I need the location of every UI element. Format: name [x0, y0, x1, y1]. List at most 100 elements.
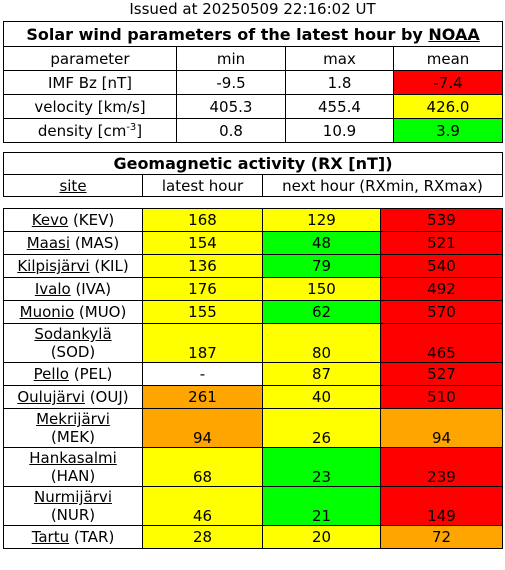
station-code: (IVA)	[75, 280, 112, 298]
rx-latest: 28	[142, 525, 263, 549]
value-mean: -7.4	[392, 70, 504, 95]
station-code: (MUO)	[78, 303, 127, 321]
rx-min: 87	[262, 362, 381, 386]
station-code: (MEK)	[51, 428, 95, 446]
rx-latest: 155	[142, 300, 263, 324]
rx-max: 510	[380, 385, 503, 409]
rx-min: 79	[262, 254, 381, 278]
rx-min: 48	[262, 231, 381, 255]
station-site: Kevo (KEV)	[3, 208, 143, 232]
rx-max: 72	[380, 525, 503, 549]
rx-latest: 154	[142, 231, 263, 255]
noaa-link[interactable]: NOAA	[428, 24, 480, 44]
value-min: 405.3	[176, 94, 286, 119]
rx-max: 539	[380, 208, 503, 232]
station-row: Mekrijärvi (MEK) 94 26 94	[3, 408, 503, 448]
rx-max: 239	[380, 447, 503, 487]
station-code: (MAS)	[74, 234, 120, 252]
value-min: 0.8	[176, 118, 286, 143]
solar-wind-header-row: parameter min max mean	[3, 46, 504, 71]
station-link[interactable]: Maasi	[26, 234, 71, 252]
rx-latest: 168	[142, 208, 263, 232]
rx-station-table: Kevo (KEV) 168 129 539 Maasi (MAS) 154 48 521 Ki…	[3, 208, 503, 549]
header-min: min	[176, 46, 286, 71]
station-link[interactable]: Nurmijärvi	[34, 488, 112, 506]
station-code: (NUR)	[50, 506, 96, 524]
rx-min: 150	[262, 277, 381, 301]
geomagnetic-header-row: site latest hour next hour (RXmin, RXmax…	[3, 174, 504, 197]
station-row: Kilpisjärvi (KIL) 136 79 540	[3, 254, 503, 278]
value-max: 455.4	[285, 94, 394, 119]
station-link[interactable]: Muonio	[19, 303, 75, 321]
rx-latest: 136	[142, 254, 263, 278]
rx-latest: 261	[142, 385, 263, 409]
solar-wind-row: density [cm-3] 0.8 10.9 3.9	[3, 118, 504, 143]
rx-min: 20	[262, 525, 381, 549]
header-latest-hour: latest hour	[142, 174, 263, 197]
rx-max: 492	[380, 277, 503, 301]
value-mean: 426.0	[392, 94, 504, 119]
station-site: Kilpisjärvi (KIL)	[3, 254, 143, 278]
station-code: (PEL)	[73, 365, 113, 383]
value-mean: 3.9	[392, 118, 504, 143]
parameter-name: density [cm-3]	[3, 118, 177, 143]
rx-latest: 176	[142, 277, 263, 301]
station-link[interactable]: Hankasalmi	[29, 449, 117, 467]
station-row: Tartu (TAR) 28 20 72	[3, 525, 503, 549]
station-link[interactable]: Sodankylä	[34, 325, 112, 343]
station-link[interactable]: Kilpisjärvi	[17, 257, 90, 275]
solar-wind-table: Solar wind parameters of the latest hour…	[2, 21, 504, 143]
station-row: Ivalo (IVA) 176 150 492	[3, 277, 503, 301]
station-code: (KEV)	[72, 211, 115, 229]
rx-min: 80	[262, 323, 381, 363]
station-code: (TAR)	[73, 528, 115, 546]
rx-min: 129	[262, 208, 381, 232]
station-row: Maasi (MAS) 154 48 521	[3, 231, 503, 255]
station-link[interactable]: Oulujärvi	[17, 388, 85, 406]
station-row: Nurmijärvi (NUR) 46 21 149	[3, 486, 503, 526]
station-link[interactable]: Mekrijärvi	[36, 410, 110, 428]
rx-min: 40	[262, 385, 381, 409]
station-code: (SOD)	[50, 343, 96, 361]
station-code: (HAN)	[50, 467, 96, 485]
station-row: Kevo (KEV) 168 129 539	[3, 208, 503, 232]
station-site: Muonio (MUO)	[3, 300, 143, 324]
solar-wind-title-text: Solar wind parameters of the latest hour…	[26, 24, 429, 44]
rx-latest: 94	[142, 408, 263, 448]
rx-min: 21	[262, 486, 381, 526]
station-code: (OUJ)	[89, 388, 129, 406]
station-link[interactable]: Pello	[33, 365, 69, 383]
station-site: Oulujärvi (OUJ)	[3, 385, 143, 409]
rx-max: 465	[380, 323, 503, 363]
station-site: Ivalo (IVA)	[3, 277, 143, 301]
header-site-cell: site	[3, 174, 143, 197]
value-max: 10.9	[285, 118, 394, 143]
rx-latest: 187	[142, 323, 263, 363]
geomagnetic-header-table: Geomagnetic activity (RX [nT]) site late…	[2, 152, 504, 197]
station-code: (KIL)	[94, 257, 129, 275]
station-site: Hankasalmi (HAN)	[3, 447, 143, 487]
rx-max: 94	[380, 408, 503, 448]
rx-min: 23	[262, 447, 381, 487]
rx-max: 527	[380, 362, 503, 386]
station-site: Sodankylä (SOD)	[3, 323, 143, 363]
station-row: Hankasalmi (HAN) 68 23 239	[3, 447, 503, 487]
header-max: max	[285, 46, 394, 71]
station-row: Pello (PEL) -87 527	[3, 362, 503, 386]
rx-latest: -	[142, 362, 263, 386]
site-header-link[interactable]: site	[59, 176, 87, 195]
solar-wind-title: Solar wind parameters of the latest hour…	[2, 21, 504, 47]
station-link[interactable]: Ivalo	[34, 280, 71, 298]
geomagnetic-title: Geomagnetic activity (RX [nT])	[2, 152, 504, 175]
station-row: Oulujärvi (OUJ) 261 40 510	[3, 385, 503, 409]
station-site: Tartu (TAR)	[3, 525, 143, 549]
rx-max: 540	[380, 254, 503, 278]
rx-max: 149	[380, 486, 503, 526]
station-site: Maasi (MAS)	[3, 231, 143, 255]
station-row: Sodankylä (SOD) 187 80 465	[3, 323, 503, 363]
station-link[interactable]: Tartu	[31, 528, 70, 546]
station-site: Mekrijärvi (MEK)	[3, 408, 143, 448]
issued-timestamp: Issued at 20250509 22:16:02 UT	[129, 0, 376, 18]
value-min: -9.5	[176, 70, 286, 95]
station-link[interactable]: Kevo	[31, 211, 69, 229]
